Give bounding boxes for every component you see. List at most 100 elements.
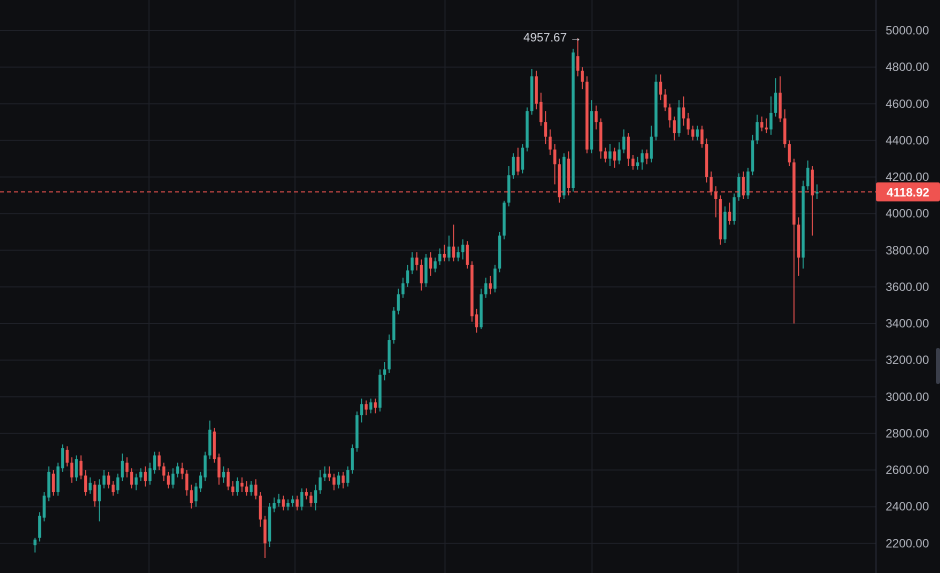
candle <box>88 477 92 494</box>
candle <box>111 481 115 496</box>
candle-body <box>677 107 681 134</box>
candle <box>585 76 589 154</box>
candle <box>84 470 88 496</box>
candle <box>797 217 801 276</box>
candle-body <box>787 144 791 163</box>
candle <box>387 334 391 373</box>
candle-body <box>107 475 111 485</box>
candle <box>208 420 212 460</box>
candle-body <box>668 107 672 121</box>
candle <box>456 246 460 262</box>
candle-body <box>507 175 511 203</box>
candle <box>93 481 97 507</box>
candle <box>171 468 175 489</box>
candle-body <box>484 283 488 295</box>
candle-body <box>323 473 327 478</box>
candle-body <box>718 198 722 240</box>
candle <box>143 466 147 487</box>
candle-body <box>728 211 732 221</box>
candle <box>406 264 410 287</box>
candle <box>33 537 37 553</box>
candle <box>599 118 603 159</box>
candle <box>263 515 267 558</box>
candle <box>769 96 773 135</box>
candle-body <box>714 191 718 199</box>
candle <box>654 74 658 141</box>
candle-body <box>166 475 170 485</box>
candle <box>507 166 511 207</box>
candle <box>277 493 281 507</box>
candle-body <box>659 81 663 95</box>
candle <box>705 138 709 183</box>
candle-body <box>649 136 653 159</box>
scroll-handle[interactable] <box>936 348 940 384</box>
candle <box>714 186 718 218</box>
candle <box>433 257 437 273</box>
candle-body <box>755 122 759 141</box>
candle-body <box>654 81 658 137</box>
candle <box>42 492 46 522</box>
candle <box>442 244 446 262</box>
candle <box>291 495 295 507</box>
candle <box>203 451 207 482</box>
candle <box>120 453 124 482</box>
candle <box>751 134 755 176</box>
candle-body <box>475 314 479 328</box>
candle-body <box>148 468 152 482</box>
candle <box>79 455 83 480</box>
candle-body <box>613 151 617 161</box>
candle <box>728 202 732 225</box>
candle <box>424 253 428 287</box>
candle-body <box>705 144 709 178</box>
candle <box>691 125 695 141</box>
candle-body <box>277 499 281 504</box>
candle-body <box>84 475 88 493</box>
candle-body <box>240 482 244 487</box>
candle-body <box>608 151 612 159</box>
candle-body <box>456 252 460 258</box>
candle <box>157 451 161 471</box>
candle <box>631 155 635 170</box>
last-price-tag: 4118.92 <box>876 182 940 202</box>
candle-body <box>130 471 134 485</box>
candle-body <box>783 118 787 145</box>
candle-body <box>332 477 336 485</box>
candle-body <box>488 283 492 289</box>
candle-body <box>603 151 607 159</box>
candle-body <box>396 294 400 311</box>
candle <box>557 158 561 203</box>
candle <box>139 468 143 482</box>
candle <box>594 105 598 130</box>
candle-body <box>640 153 644 163</box>
candle-body <box>663 94 667 108</box>
candle <box>332 473 336 491</box>
candle-body <box>571 52 575 189</box>
candle-body <box>291 499 295 504</box>
candle <box>419 259 423 291</box>
candle-body <box>231 486 235 493</box>
candle <box>272 497 276 513</box>
candle-body <box>433 261 437 269</box>
candle <box>286 499 290 511</box>
candle <box>295 495 299 511</box>
candle-body <box>281 499 285 507</box>
y-tick-label: 3800.00 <box>886 243 930 257</box>
candle-body <box>452 246 456 258</box>
y-tick-label: 2400.00 <box>886 500 930 514</box>
candle <box>525 107 529 152</box>
candle-body <box>153 455 157 471</box>
candle <box>493 264 497 293</box>
candle <box>70 457 74 483</box>
candle-body <box>447 246 451 258</box>
candle <box>603 147 607 163</box>
candle-body <box>157 455 161 467</box>
candle <box>327 466 331 482</box>
candle-body <box>580 70 584 82</box>
candle-body <box>70 462 74 478</box>
candle <box>410 252 414 275</box>
candle-body <box>553 149 557 165</box>
candle <box>355 411 359 452</box>
candle <box>309 492 313 507</box>
candle <box>300 488 304 511</box>
